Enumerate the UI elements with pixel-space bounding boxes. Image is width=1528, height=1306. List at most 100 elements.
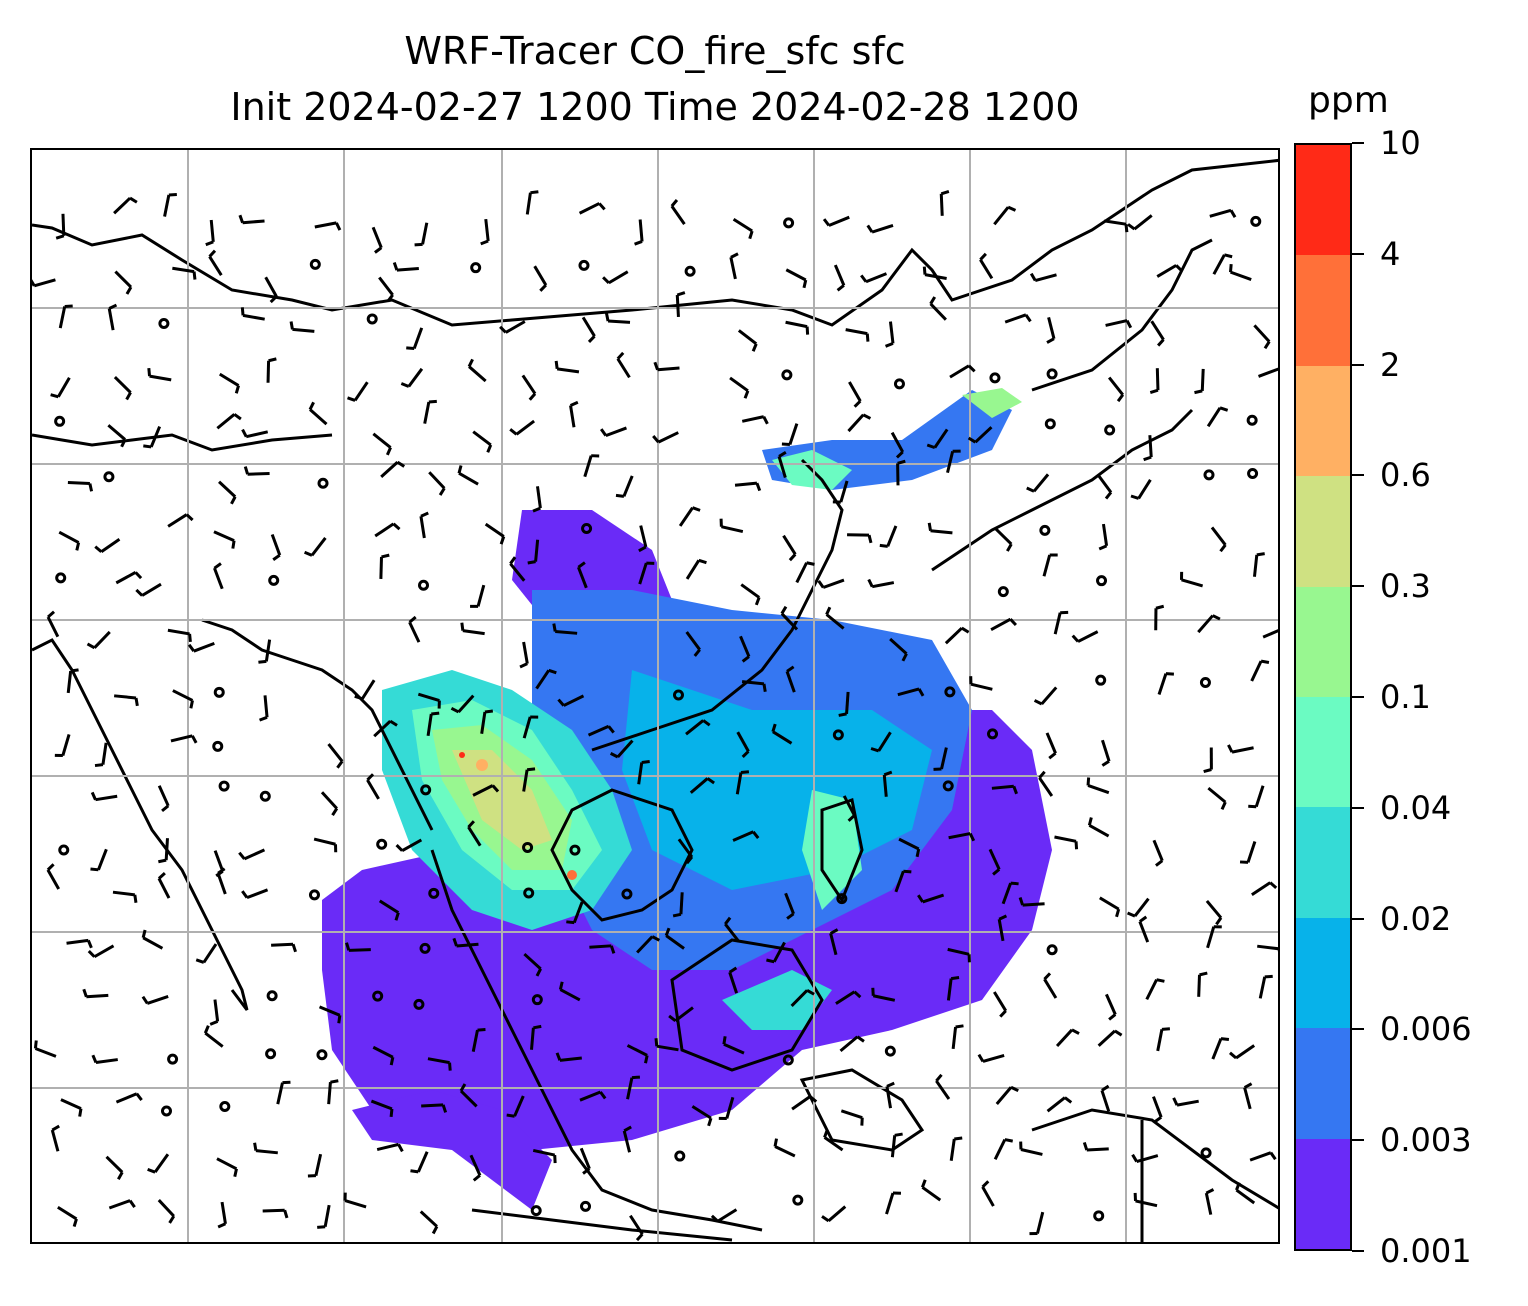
wind-barb-flag bbox=[865, 333, 870, 342]
wind-barb-flag bbox=[168, 1215, 176, 1224]
calm-wind-circle bbox=[1199, 676, 1211, 688]
wind-barb bbox=[1155, 368, 1160, 391]
wind-barb-flag bbox=[998, 914, 1008, 921]
wind-barb-flag bbox=[1098, 544, 1108, 551]
wind-barb-flag bbox=[1256, 552, 1265, 557]
wind-barb-flag bbox=[209, 1020, 219, 1026]
map-panel[interactable] bbox=[30, 148, 1280, 1244]
wind-barb bbox=[995, 1086, 1013, 1105]
colorbar-unit: ppm bbox=[1308, 80, 1389, 121]
wind-barb-flag bbox=[1194, 389, 1203, 395]
wind-barb-flag bbox=[992, 868, 1001, 876]
calm-wind-circle bbox=[1250, 215, 1262, 227]
wind-barb-flag bbox=[143, 444, 152, 449]
wind-barb bbox=[1212, 254, 1226, 275]
wind-barb bbox=[886, 525, 898, 547]
calm-wind-circle bbox=[158, 317, 170, 329]
wind-barb-flag bbox=[457, 465, 463, 474]
colorbar-tick-mark bbox=[1352, 363, 1364, 366]
wind-barb bbox=[993, 206, 1010, 226]
wind-barb bbox=[740, 583, 761, 599]
wind-barb-flag bbox=[499, 536, 506, 545]
wind-barb bbox=[716, 1208, 738, 1223]
wind-barb-flag bbox=[431, 711, 440, 716]
colorbar-segment bbox=[1296, 917, 1350, 1029]
wind-barb-flag bbox=[472, 1174, 481, 1182]
wind-barb-flag bbox=[87, 950, 96, 958]
wind-barb bbox=[1251, 881, 1272, 896]
tracer-shading bbox=[322, 388, 1052, 1210]
calm-wind-circle bbox=[987, 728, 999, 740]
wind-barb-flag bbox=[397, 1143, 404, 1153]
colorbar-tick-mark bbox=[1352, 585, 1364, 588]
wind-barb bbox=[626, 1044, 648, 1057]
calm-wind-circle bbox=[684, 265, 696, 277]
wind-barb bbox=[785, 268, 807, 282]
wind-barb bbox=[522, 641, 529, 664]
wind-barb-flag bbox=[554, 360, 559, 370]
wind-barb-flag bbox=[135, 1092, 143, 1101]
wind-barb bbox=[885, 1086, 893, 1109]
wind-barb bbox=[100, 538, 121, 554]
wind-barb-flag bbox=[1010, 881, 1019, 886]
wind-barb bbox=[657, 431, 679, 444]
wind-barb bbox=[426, 713, 433, 737]
wind-barb-flag bbox=[1138, 915, 1148, 923]
wind-barb bbox=[157, 877, 171, 899]
calm-wind-circle bbox=[308, 889, 320, 901]
wind-barb-flag bbox=[217, 1222, 227, 1229]
calm-wind-circle bbox=[522, 841, 534, 853]
wind-barb-flag bbox=[1157, 338, 1165, 347]
wind-barb-flag bbox=[623, 1125, 632, 1133]
wind-barb-flag bbox=[484, 709, 494, 714]
wind-barb-flag bbox=[459, 1083, 467, 1092]
wind-barb bbox=[313, 837, 336, 846]
wind-barb bbox=[472, 430, 492, 447]
wind-barb-flag bbox=[1143, 455, 1152, 462]
wind-barb bbox=[674, 1006, 694, 1023]
wind-barb bbox=[678, 506, 694, 527]
colorbar-tick-label: 0.1 bbox=[1380, 678, 1431, 716]
wind-barb bbox=[115, 1092, 138, 1104]
wind-barb-flag bbox=[477, 1028, 486, 1032]
wind-barb-flag bbox=[1229, 1051, 1238, 1060]
wind-barb bbox=[115, 571, 137, 585]
calm-wind-circle bbox=[1046, 368, 1058, 380]
wind-barb-flag bbox=[651, 935, 661, 942]
wind-barb bbox=[163, 194, 171, 217]
calm-wind-circle bbox=[366, 313, 378, 325]
wind-barb-flag bbox=[33, 1040, 38, 1049]
wind-barb bbox=[979, 258, 994, 280]
wind-barb-flag bbox=[809, 1095, 818, 1103]
wind-barb bbox=[60, 1098, 82, 1111]
wind-barb bbox=[93, 630, 111, 649]
wind-barb-flag bbox=[392, 262, 399, 271]
wind-barb bbox=[772, 730, 793, 745]
colorbar-segment bbox=[1296, 144, 1350, 256]
wind-barb-flag bbox=[187, 643, 196, 653]
wind-barb bbox=[33, 278, 56, 288]
wind-barb bbox=[735, 772, 743, 795]
wind-barb bbox=[734, 481, 758, 487]
wind-barb bbox=[484, 522, 505, 538]
calm-wind-circle bbox=[783, 217, 795, 229]
wind-barb bbox=[1206, 407, 1222, 428]
wind-barb bbox=[777, 456, 787, 478]
wind-barb bbox=[1101, 739, 1111, 762]
wind-barb-flag bbox=[381, 553, 390, 559]
wind-barb bbox=[940, 747, 948, 770]
wind-barb-flag bbox=[1029, 272, 1037, 282]
wind-barb bbox=[1262, 629, 1278, 639]
wind-barb-flag bbox=[238, 851, 246, 860]
wind-barb bbox=[725, 1096, 735, 1119]
wind-barb bbox=[639, 525, 648, 548]
wind-barb-flag bbox=[870, 747, 880, 753]
calm-wind-circle bbox=[1247, 468, 1259, 480]
wind-barb-flag bbox=[233, 413, 242, 421]
wind-barb bbox=[788, 423, 799, 445]
wind-barb bbox=[327, 743, 344, 763]
wind-barb bbox=[370, 1099, 393, 1111]
wind-barb bbox=[587, 724, 610, 737]
wind-barb-flag bbox=[752, 830, 760, 839]
wind-barb bbox=[86, 993, 109, 999]
